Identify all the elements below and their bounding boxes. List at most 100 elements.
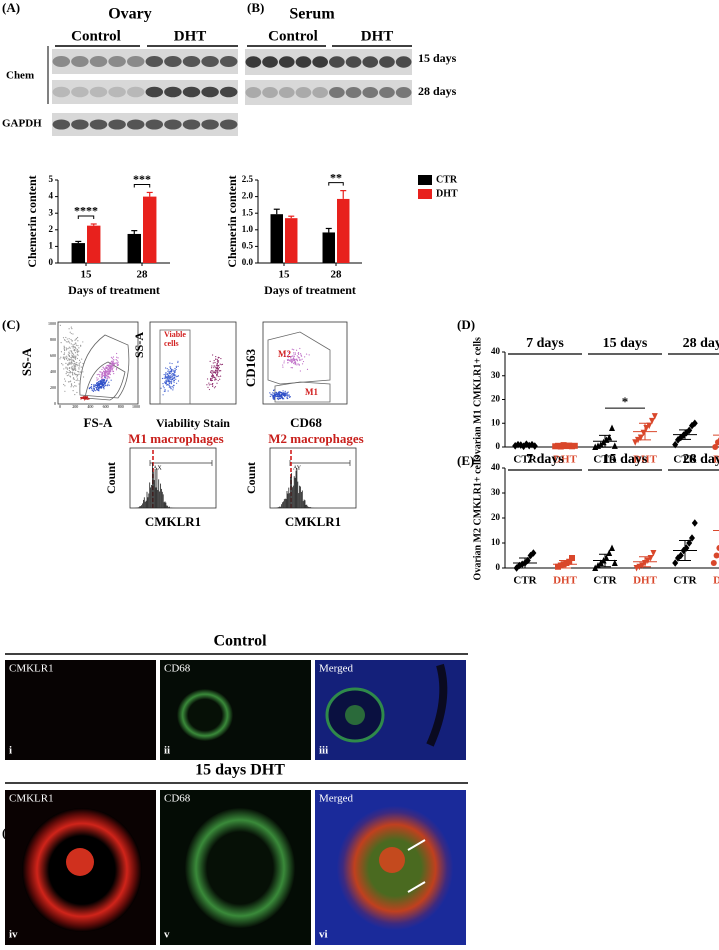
event-dot xyxy=(104,374,106,376)
event-dot xyxy=(65,347,67,349)
axis-label: CD163 xyxy=(243,348,258,387)
histogram-bin xyxy=(286,491,288,508)
event-dot xyxy=(84,397,87,399)
y-tick-label: 1.0 xyxy=(242,224,254,234)
event-dot xyxy=(273,398,276,400)
histogram-bin xyxy=(166,505,168,508)
event-dot xyxy=(71,354,73,356)
event-dot xyxy=(117,361,119,363)
event-dot xyxy=(216,366,218,368)
event-dot xyxy=(72,359,74,362)
event-dot xyxy=(293,362,295,365)
event-dot xyxy=(116,364,119,367)
event-dot xyxy=(76,357,78,360)
event-dot xyxy=(290,358,292,360)
image-feature xyxy=(177,689,233,741)
event-dot xyxy=(299,353,302,355)
event-dot xyxy=(286,359,289,361)
event-dot xyxy=(71,345,73,348)
y-tick-label: 2.5 xyxy=(242,174,254,184)
histogram-bin xyxy=(310,507,312,508)
histogram-bin xyxy=(158,479,160,508)
event-dot xyxy=(112,361,114,363)
band xyxy=(52,56,71,67)
group-label: 15 days xyxy=(603,452,648,467)
event-dot xyxy=(106,376,108,378)
bar xyxy=(322,232,335,263)
event-dot xyxy=(74,352,77,354)
axis-label: CD68 xyxy=(290,415,322,430)
blots xyxy=(52,49,412,136)
event-dot xyxy=(175,368,177,371)
blot-title: Serum xyxy=(289,6,335,23)
event-dot xyxy=(68,369,70,372)
event-dot xyxy=(169,375,171,377)
legend-label: CTR xyxy=(436,174,458,185)
event-dot xyxy=(173,373,176,375)
histogram-bin xyxy=(303,499,305,508)
event-dot xyxy=(274,395,276,397)
event-dot xyxy=(116,363,118,365)
event-dot xyxy=(74,362,76,365)
band xyxy=(52,86,71,98)
histogram-bin xyxy=(156,468,158,508)
event-dot xyxy=(76,391,78,394)
event-dot xyxy=(74,393,76,396)
event-dot xyxy=(76,362,78,364)
x-tick-label: CTR xyxy=(673,454,697,466)
event-dot xyxy=(69,367,71,370)
histogram-bin xyxy=(297,481,299,508)
axis-label: SS-A xyxy=(132,332,146,358)
event-dot xyxy=(101,380,103,382)
significance-bracket xyxy=(328,182,344,186)
x-tick-label: DHT xyxy=(553,575,578,587)
event-dot xyxy=(177,380,180,382)
event-dot xyxy=(72,333,74,335)
event-dot xyxy=(74,358,77,360)
event-dot xyxy=(173,380,175,382)
event-dot xyxy=(98,383,100,385)
event-dot xyxy=(282,390,284,392)
panel-label: (A) xyxy=(2,0,20,15)
histogram-bin xyxy=(149,482,151,508)
numeral: vi xyxy=(319,929,328,941)
event-dot xyxy=(212,371,214,373)
histogram-bin xyxy=(309,507,310,508)
event-dot xyxy=(107,369,109,371)
event-dot xyxy=(69,331,71,333)
histogram-bin xyxy=(302,501,304,508)
event-dot xyxy=(99,374,101,376)
event-dot xyxy=(75,342,77,344)
event-dot xyxy=(70,332,72,335)
event-dot xyxy=(163,390,165,392)
event-dot xyxy=(169,366,171,368)
event-dot xyxy=(74,369,77,371)
microscopy: Control CMKLR1 CD68 Merged i ii iii 15 d… xyxy=(5,633,468,945)
event-dot xyxy=(170,376,172,379)
event-dot xyxy=(211,374,214,376)
event-dot xyxy=(108,366,110,369)
point xyxy=(632,439,639,446)
event-dot xyxy=(281,396,283,398)
event-dot xyxy=(66,364,69,366)
histogram-bin xyxy=(283,501,284,508)
event-dot xyxy=(274,394,276,396)
event-dot xyxy=(288,394,290,396)
event-dot xyxy=(108,368,111,370)
event-dot xyxy=(294,362,296,364)
histogram-bin xyxy=(279,506,281,508)
histogram-bin xyxy=(310,507,311,508)
event-dot xyxy=(177,361,179,364)
point xyxy=(611,559,618,566)
event-dot xyxy=(110,360,113,363)
histogram-bin xyxy=(289,493,291,508)
event-dot xyxy=(71,340,73,342)
point xyxy=(650,550,657,557)
histogram-bin xyxy=(290,476,291,508)
y-tick-label: 1.5 xyxy=(242,207,254,217)
point xyxy=(609,424,615,431)
band xyxy=(182,119,201,130)
numeral: iv xyxy=(9,929,18,941)
event-dot xyxy=(101,385,103,387)
event-dot xyxy=(167,378,170,380)
